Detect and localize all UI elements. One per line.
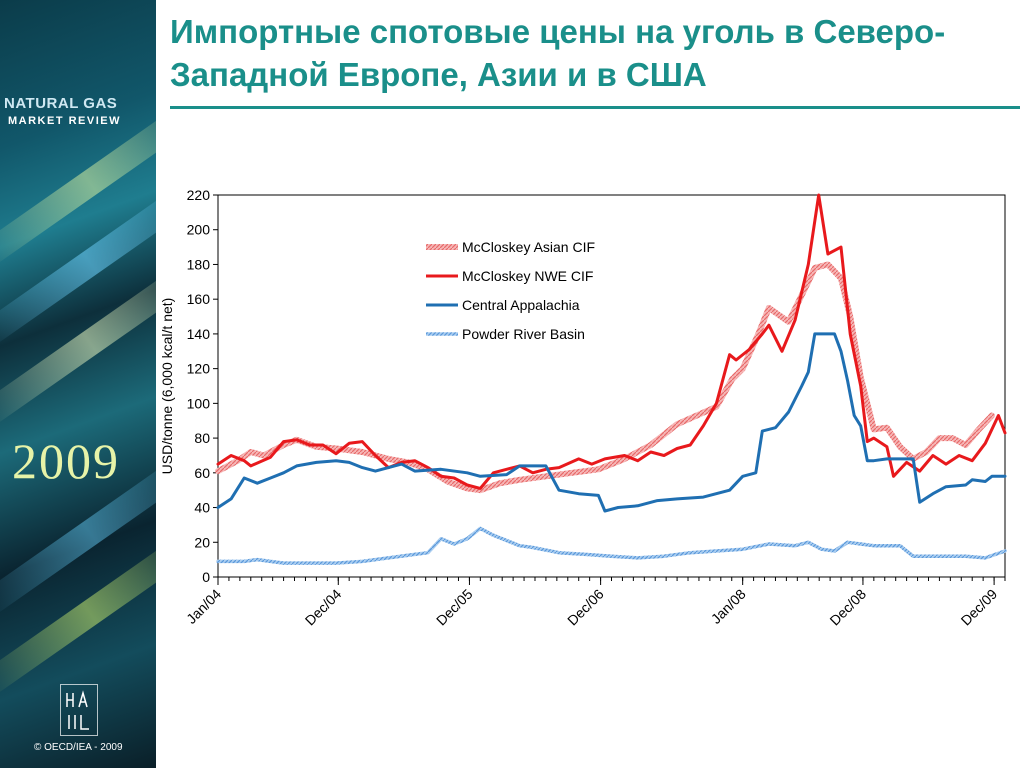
x-tick-label: Jan/08 <box>708 586 749 627</box>
y-tick-label: 140 <box>187 326 211 342</box>
x-tick-label: Dec/05 <box>433 586 476 629</box>
series-line-2 <box>216 193 1007 490</box>
brand-line-2: MARKET REVIEW <box>8 115 121 127</box>
x-tick-label: Dec/08 <box>826 586 869 629</box>
y-tick-label: 120 <box>187 361 211 377</box>
y-axis-title: USD/tonne (6,000 kcal/t net) <box>159 298 175 475</box>
x-tick-label: Dec/04 <box>302 586 345 629</box>
y-tick-label: 200 <box>187 222 211 238</box>
y-tick-label: 40 <box>194 500 210 516</box>
year-label: 2009 <box>12 433 120 489</box>
x-tick-label: Dec/09 <box>958 586 1001 629</box>
series-line-4 <box>216 526 1007 565</box>
y-tick-label: 80 <box>194 430 210 446</box>
plot-frame <box>217 194 1006 578</box>
y-tick-label: 220 <box>187 187 211 203</box>
y-tick-label: 180 <box>187 256 211 272</box>
x-tick-label: Dec/06 <box>564 586 607 629</box>
legend-label: Powder River Basin <box>462 326 585 342</box>
title-underline <box>170 106 1020 109</box>
y-tick-label: 0 <box>202 569 210 585</box>
y-tick-label: 20 <box>194 534 210 550</box>
slide-title: Импортные спотовые цены на уголь в Север… <box>170 13 946 93</box>
side-banner: NATURAL GAS MARKET REVIEW 2009 © OECD/IE… <box>0 0 156 768</box>
legend-label: Central Appalachia <box>462 297 580 313</box>
legend-label: McCloskey Asian CIF <box>462 239 595 255</box>
x-tick-label: Jan/04 <box>183 586 224 627</box>
y-tick-label: 160 <box>187 291 211 307</box>
line-chart: 0 20 40 60 80 100 120 140 160 180 200 220 USD/tonne … <box>159 187 1007 629</box>
brand-line-1: NATURAL GAS <box>4 95 118 112</box>
iea-logo-icon <box>60 684 98 736</box>
series-line-1 <box>215 261 995 494</box>
y-tick-label: 100 <box>187 395 211 411</box>
copyright-text: © OECD/IEA - 2009 <box>34 742 123 753</box>
legend-label: McCloskey NWE CIF <box>462 268 593 284</box>
y-tick-label: 60 <box>194 465 210 481</box>
series-line-3 <box>216 332 1007 513</box>
